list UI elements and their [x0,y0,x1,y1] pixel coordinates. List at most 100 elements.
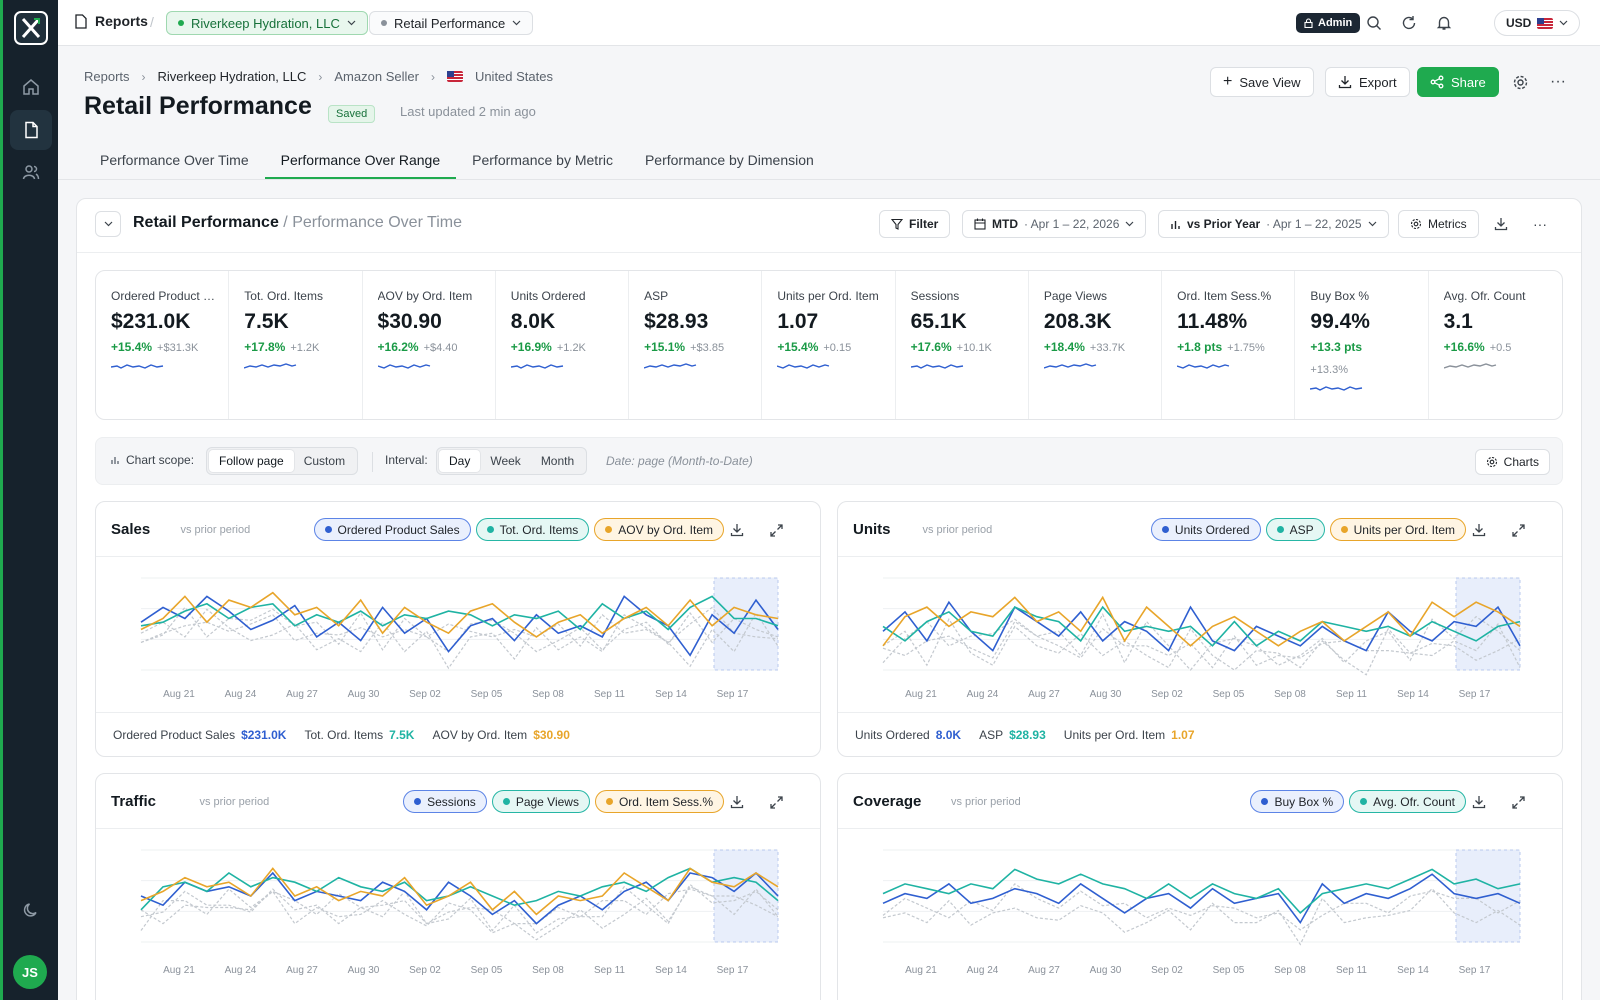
search-button[interactable] [1364,13,1384,33]
series-line[interactable] [882,873,1521,925]
series-chip-label: Tot. Ord. Items [499,522,579,537]
user-avatar[interactable]: JS [13,955,47,989]
summary-label: Tot. Ord. Items [304,728,384,742]
kpi-delta-pct: +18.4% [1043,340,1085,354]
x-axis-tick: Sep 08 [1274,689,1306,700]
app-logo[interactable] [14,11,48,45]
x-axis-tick: Sep 14 [655,965,687,976]
series-line[interactable] [140,595,779,631]
series-chip[interactable]: ASP [1265,518,1325,541]
kpi-tile[interactable]: Ordered Product Sales $231.0K +15.4% +$31.3… [96,271,230,419]
panel-subtitle: vs prior period [951,796,1021,808]
date-range-selector[interactable]: MTD · Apr 1 – 22, 2026 [962,210,1147,238]
panel-expand-button[interactable] [766,520,786,540]
share-button[interactable]: Share [1417,67,1499,97]
tab-performance-by-metric[interactable]: Performance by Metric [472,152,613,168]
expand-icon [1511,795,1525,809]
kpi-tile[interactable]: Units per Ord. Item 1.07 +15.4% +0.15 [762,271,896,419]
panel-expand-button[interactable] [1508,520,1528,540]
x-axis-tick: Aug 30 [348,689,380,700]
kpi-tile[interactable]: Sessions 65.1K +17.6% +10.1K [896,271,1029,419]
series-chip[interactable]: Page Views [491,790,590,813]
kpi-value: $231.0K [111,310,191,333]
breadcrumb-market[interactable]: United States [474,69,553,84]
lock-icon [1304,18,1313,28]
kpi-label: Avg. Ofr. Count [1443,289,1526,303]
kpi-tile[interactable]: Page Views 208.3K +18.4% +33.7K [1029,271,1163,419]
currency-selector[interactable]: USD [1494,10,1581,36]
panel-download-button[interactable] [1469,520,1489,540]
sidebar-item-users[interactable] [10,152,52,192]
series-chip[interactable]: Tot. Ord. Items [475,518,590,541]
card-download-button[interactable] [1489,212,1513,236]
interval-day[interactable]: Day [439,450,481,472]
account-selector[interactable]: Riverkeep Hydration, LLC [166,11,368,35]
kpi-tile[interactable]: AOV by Ord. Item $30.90 +16.2% +$4.40 [363,271,496,419]
series-line[interactable] [140,595,779,657]
kpi-tile[interactable]: Avg. Ofr. Count 3.1 +16.6% +0.5 [1429,271,1562,419]
interval-month[interactable]: Month [540,454,575,468]
prior-period-line [882,617,1521,676]
panel-expand-button[interactable] [1508,792,1528,812]
series-chip[interactable]: AOV by Ord. Item [594,518,724,541]
panel-download-button[interactable] [727,792,747,812]
tab-performance-by-dimension[interactable]: Performance by Dimension [644,152,814,168]
kpi-tile[interactable]: ASP $28.93 +15.1% +$3.85 [629,271,763,419]
kpi-tile[interactable]: Buy Box % 99.4% +13.3 pts +13.3% [1295,271,1429,419]
sidebar-item-home[interactable] [10,67,52,107]
breadcrumb-channel[interactable]: Amazon Seller [334,69,419,84]
x-axis-tick: Sep 11 [594,965,625,976]
series-line[interactable] [882,868,1521,915]
more-options-button[interactable]: ··· [1548,72,1568,92]
comparison-selector[interactable]: vs Prior Year · Apr 1 – 22, 2025 [1158,210,1389,238]
scope-custom[interactable]: Custom [303,454,346,468]
more-horizontal-icon: ··· [1533,216,1547,232]
topbar-reports[interactable]: Reports [74,13,148,29]
x-axis-tick: Sep 02 [1151,689,1183,700]
series-chip[interactable]: Sessions [403,790,487,813]
kpi-delta: +13.3 pts [1310,340,1427,354]
kpi-sparkline [644,363,697,369]
report-name: Retail Performance [394,15,506,31]
refresh-button[interactable] [1399,13,1419,33]
summary-value: 8.0K [935,728,962,742]
x-axis-tick: Sep 05 [1213,689,1245,700]
series-line[interactable] [140,867,779,916]
card-more-button[interactable]: ··· [1528,212,1552,236]
kpi-tile[interactable]: Tot. Ord. Items 7.5K +17.8% +1.2K [229,271,363,419]
series-line[interactable] [882,595,1521,647]
theme-toggle[interactable] [10,890,52,930]
panel-expand-button[interactable] [766,792,786,812]
series-line[interactable] [140,867,779,911]
kpi-tile[interactable]: Units Ordered 8.0K +16.9% +1.2K [496,271,630,419]
report-selector[interactable]: Retail Performance [369,11,534,35]
scope-follow-page[interactable]: Follow page [209,450,294,472]
interval-week[interactable]: Week [490,454,521,468]
export-button[interactable]: Export [1325,67,1410,97]
topbar-divider: / [150,14,154,30]
sidebar-item-reports[interactable] [10,110,52,150]
series-chip[interactable]: Units per Ord. Item [1329,518,1466,541]
series-line[interactable] [140,591,779,638]
panel-download-button[interactable] [727,520,747,540]
x-axis-tick: Sep 05 [1213,965,1245,976]
tab-performance-over-time[interactable]: Performance Over Time [100,152,249,168]
filter-button[interactable]: Filter [879,210,951,238]
save-view-button[interactable]: + Save View [1210,67,1314,97]
series-chip[interactable]: Units Ordered [1150,518,1261,541]
chart-scope-toggle: Follow page Custom [206,447,359,475]
series-chip[interactable]: Buy Box % [1250,790,1345,813]
settings-button[interactable] [1510,72,1530,92]
metrics-button[interactable]: Metrics [1398,210,1479,238]
panel-download-button[interactable] [1469,792,1489,812]
series-chip[interactable]: Ordered Product Sales [313,518,471,541]
kpi-tile[interactable]: Ord. Item Sess.% 11.48% +1.8 pts +1.75% [1162,271,1296,419]
charts-button[interactable]: Charts [1474,449,1550,475]
series-chip[interactable]: Ord. Item Sess.% [594,790,724,813]
collapse-button[interactable] [95,211,121,237]
breadcrumb-reports[interactable]: Reports [84,69,130,84]
series-chip[interactable]: Avg. Ofr. Count [1349,790,1466,813]
notifications-button[interactable] [1434,13,1454,33]
breadcrumb-account[interactable]: Riverkeep Hydration, LLC [157,69,307,84]
tab-performance-over-range[interactable]: Performance Over Range [264,139,457,179]
